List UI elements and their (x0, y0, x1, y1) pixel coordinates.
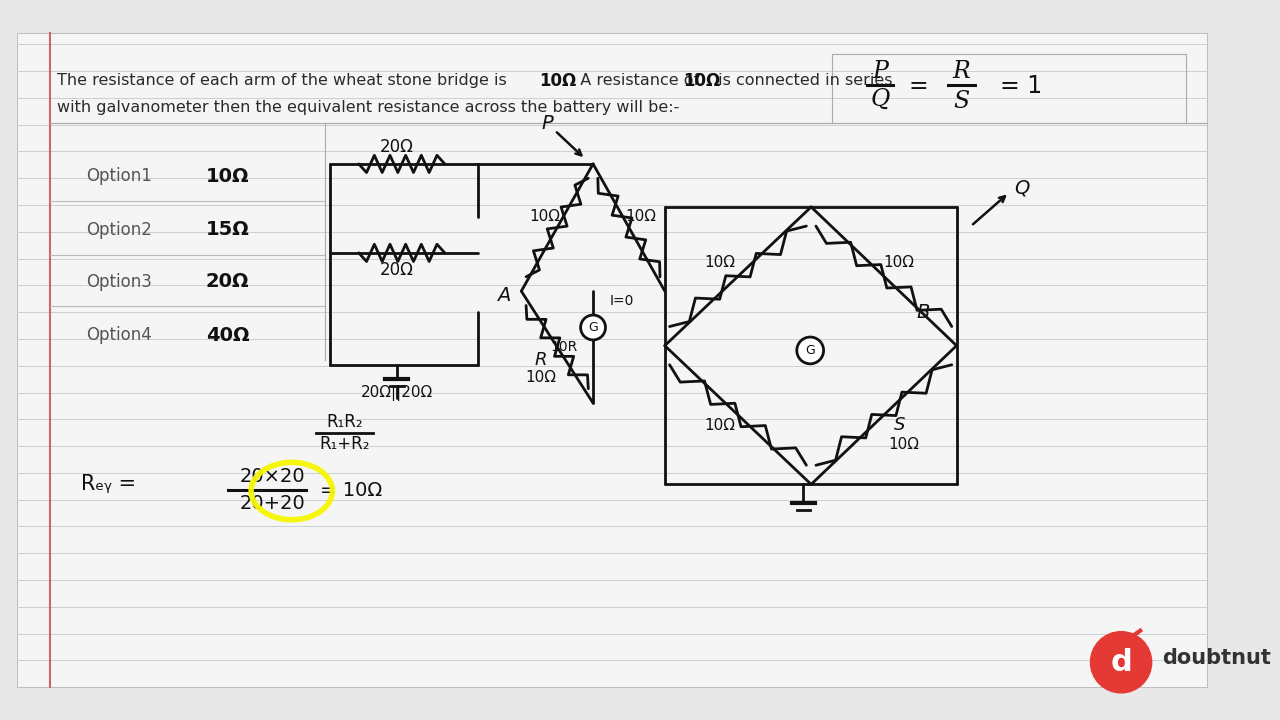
Text: R₁+R₂: R₁+R₂ (319, 435, 370, 453)
Text: 20Ω||20Ω: 20Ω||20Ω (361, 385, 433, 402)
Text: is connected in series: is connected in series (713, 73, 892, 88)
Text: Option3: Option3 (86, 273, 152, 291)
Text: P: P (541, 114, 553, 133)
Circle shape (797, 337, 823, 364)
Text: 10Ω: 10Ω (883, 255, 915, 270)
Text: A: A (498, 287, 511, 305)
Text: 20Ω: 20Ω (380, 138, 413, 156)
Text: Q: Q (870, 89, 890, 112)
Text: G: G (805, 344, 815, 357)
Text: 10R: 10R (550, 340, 579, 354)
Text: . A resistance of: . A resistance of (570, 73, 704, 88)
Text: 10Ω: 10Ω (704, 418, 735, 433)
Text: R: R (534, 351, 547, 369)
Text: = 10Ω: = 10Ω (320, 480, 383, 500)
Text: 10Ω: 10Ω (539, 72, 577, 90)
Text: 40Ω: 40Ω (206, 325, 250, 345)
Text: R₁R₂: R₁R₂ (326, 413, 362, 431)
Text: P: P (872, 60, 888, 83)
Text: I=0: I=0 (609, 294, 634, 307)
Text: Option4: Option4 (86, 326, 152, 344)
Text: Option2: Option2 (86, 221, 152, 239)
Text: = 1: = 1 (1000, 74, 1042, 99)
Circle shape (581, 315, 605, 340)
Text: Rₑᵧ =: Rₑᵧ = (82, 474, 137, 495)
Text: d: d (1110, 648, 1132, 677)
Text: 20Ω: 20Ω (206, 272, 250, 291)
Text: Option1: Option1 (86, 167, 152, 185)
Text: 10Ω: 10Ω (704, 255, 735, 270)
Text: 10Ω: 10Ω (525, 369, 556, 384)
Text: R: R (952, 60, 970, 83)
Text: 10Ω: 10Ω (206, 167, 250, 186)
FancyBboxPatch shape (17, 33, 1207, 687)
Text: S: S (954, 90, 969, 113)
Text: 10Ω: 10Ω (684, 72, 721, 90)
Text: The resistance of each arm of the wheat stone bridge is: The resistance of each arm of the wheat … (58, 73, 512, 88)
Text: with galvanometer then the equivalent resistance across the battery will be:-: with galvanometer then the equivalent re… (58, 100, 680, 115)
Text: 20+20: 20+20 (239, 494, 305, 513)
Text: G: G (589, 321, 598, 334)
Text: B: B (916, 302, 929, 322)
Text: 20Ω: 20Ω (380, 261, 413, 279)
Text: S: S (893, 416, 905, 434)
Text: =: = (909, 74, 928, 99)
Text: 20×20: 20×20 (239, 467, 305, 486)
Text: 10Ω: 10Ω (530, 209, 561, 224)
Text: 10Ω: 10Ω (888, 436, 919, 451)
Text: Q: Q (1014, 179, 1029, 197)
Text: 10Ω: 10Ω (626, 209, 657, 224)
Text: 15Ω: 15Ω (206, 220, 250, 240)
Text: doubtnut: doubtnut (1162, 649, 1271, 668)
Circle shape (1091, 631, 1152, 693)
